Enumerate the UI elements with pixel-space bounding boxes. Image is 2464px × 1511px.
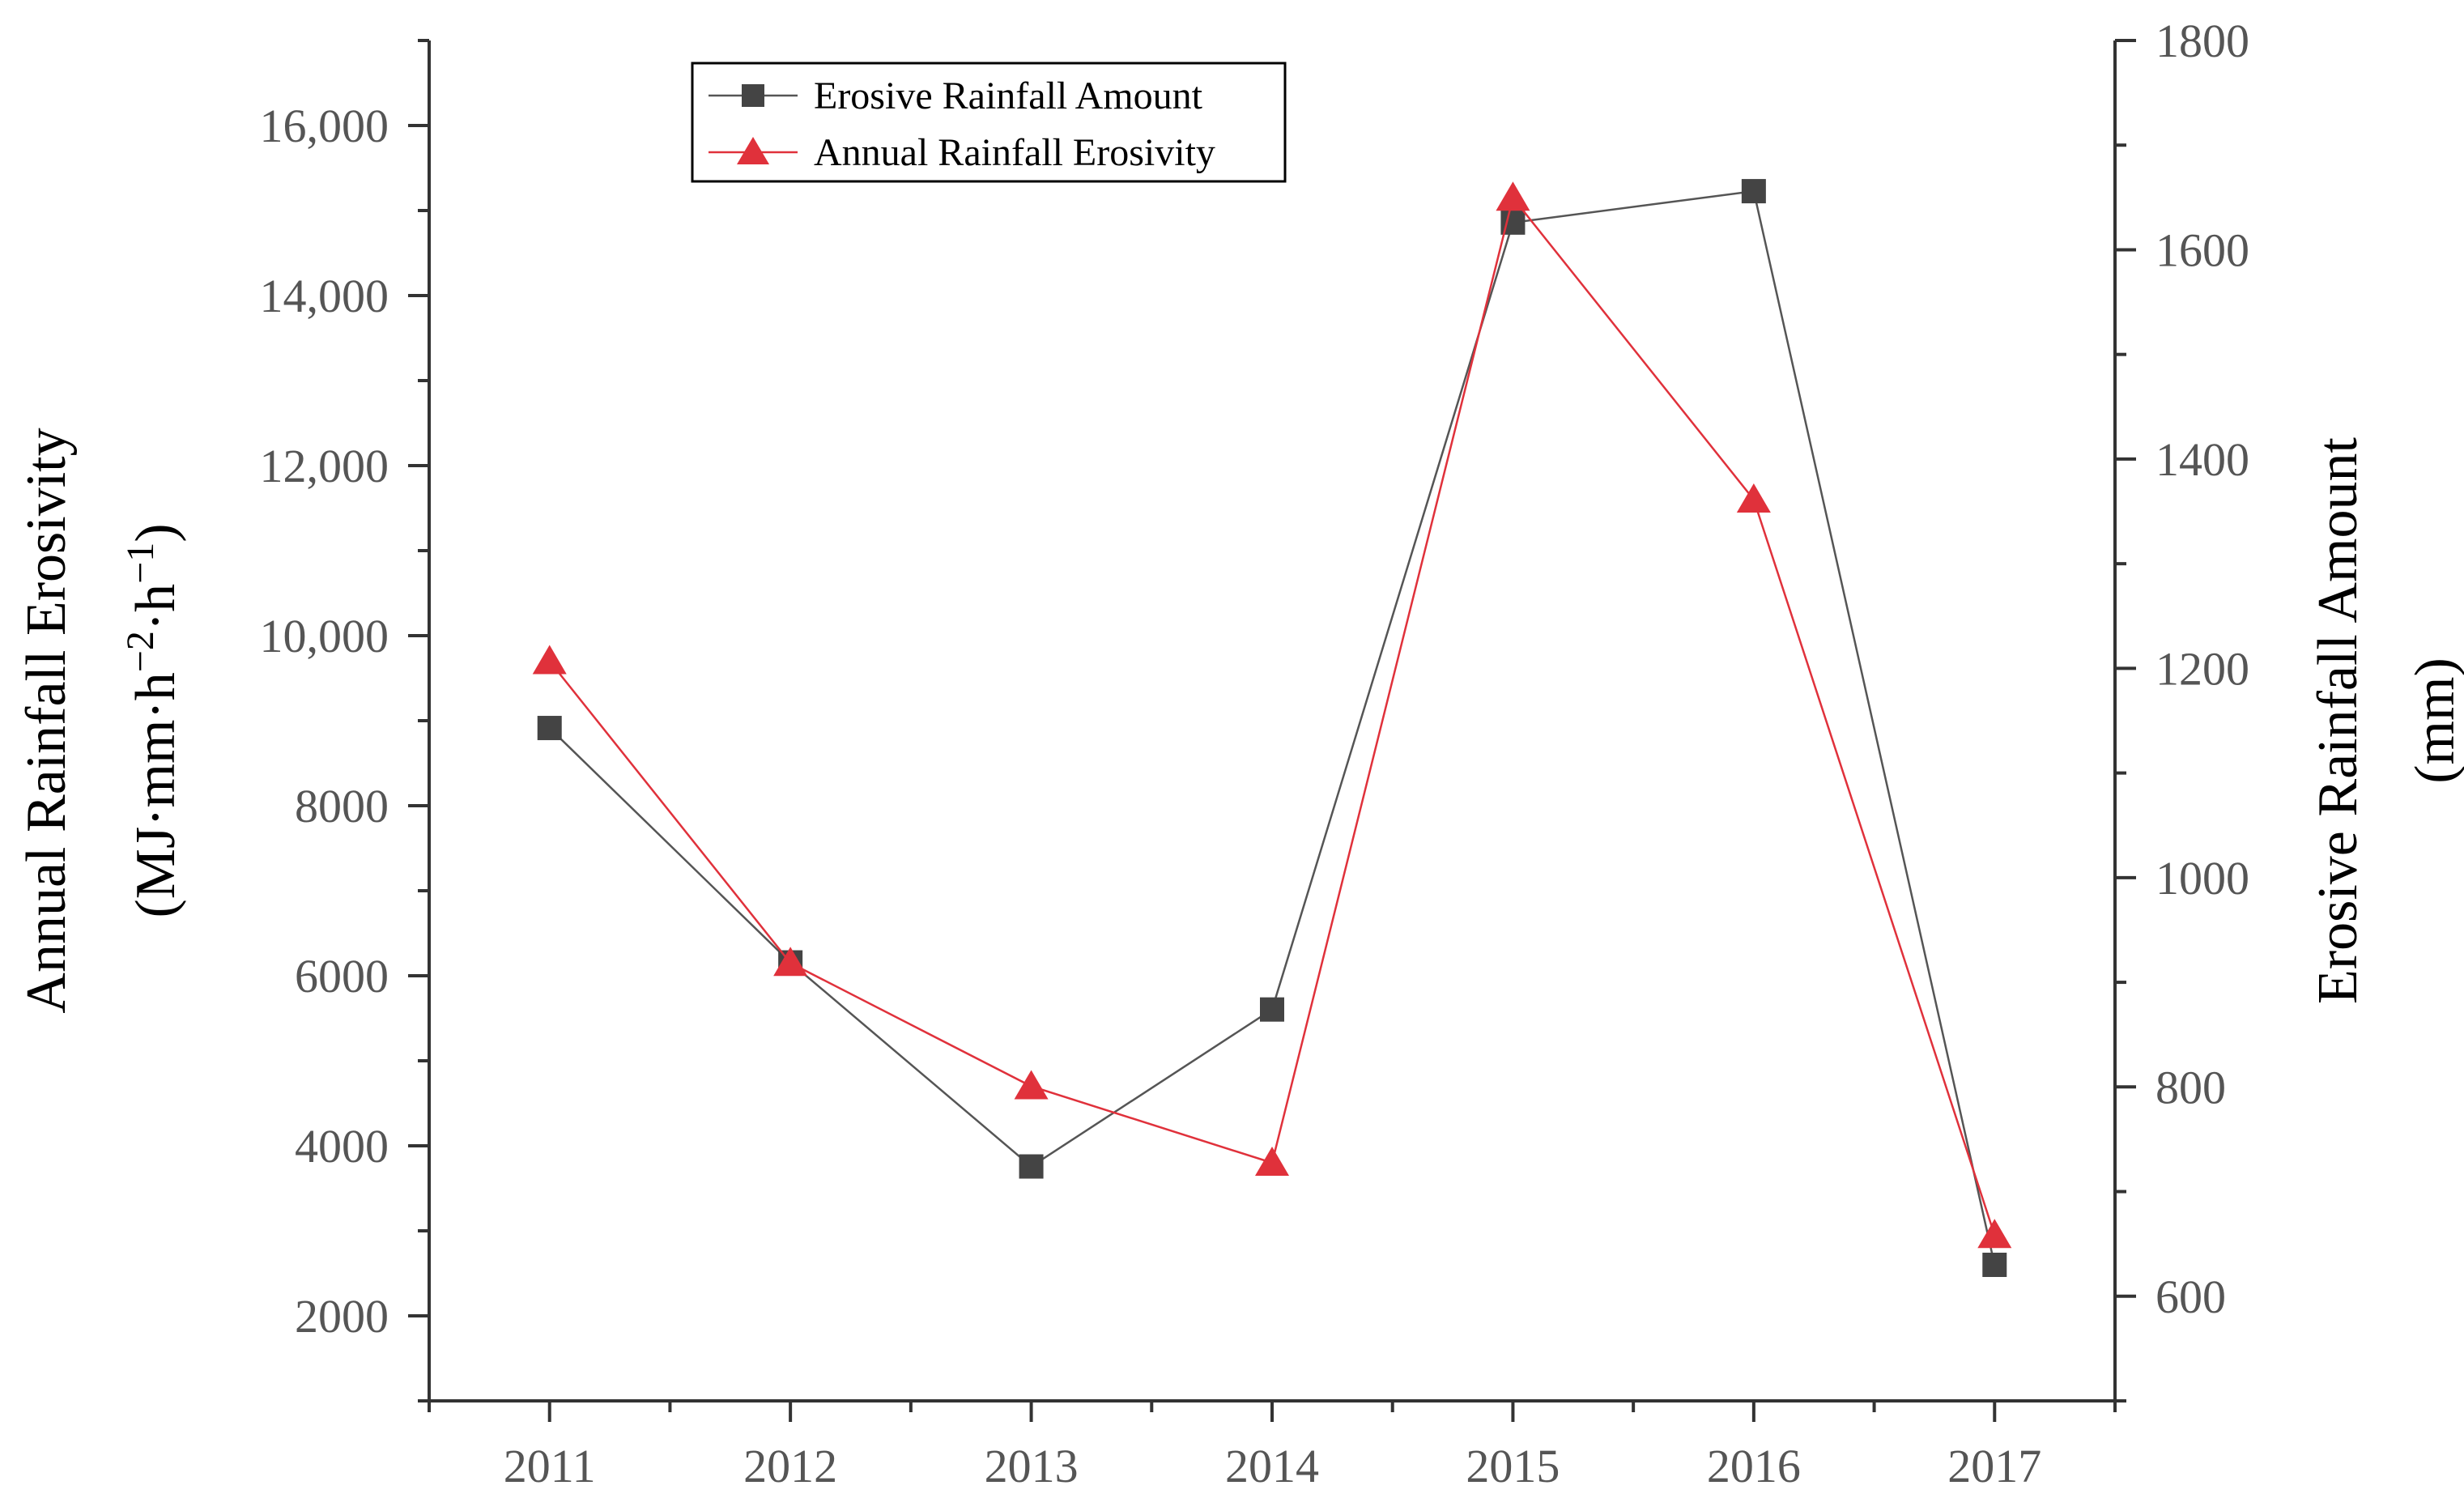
unit-text: (MJ·mm·h — [125, 672, 187, 917]
series-line-0 — [548, 189, 1996, 1266]
right-tick-label: 1400 — [2155, 433, 2249, 486]
data-point-triangle-2013 — [1014, 1070, 1049, 1100]
data-point-square-2016 — [1741, 179, 1766, 204]
unit-text: ) — [125, 523, 187, 542]
data-point-square-2014 — [1260, 997, 1284, 1022]
right-tick-label: 1600 — [2155, 223, 2249, 276]
left-tick-label: 4000 — [295, 1120, 389, 1173]
data-point-square-2011 — [537, 716, 562, 741]
left-tick-label: 14,000 — [260, 270, 389, 322]
legend-label-1: Annual Rainfall Erosivity — [814, 131, 1215, 174]
right-tick-label: 1000 — [2155, 852, 2249, 904]
legend-marker-square — [742, 84, 764, 107]
data-point-triangle-2011 — [532, 645, 567, 675]
left-tick-label: 6000 — [295, 950, 389, 1002]
unit-superscript: −2 — [119, 631, 162, 672]
right-axis-unit: (mm) — [2404, 658, 2464, 784]
left-tick-label: 8000 — [295, 780, 389, 832]
right-tick-label: 1200 — [2155, 642, 2249, 695]
legend-marker-triangle — [737, 137, 769, 164]
series-line-1 — [548, 195, 1996, 1236]
left-axis-title: Annual Rainfall Erosivity — [15, 428, 78, 1013]
data-point-triangle-2012 — [773, 947, 808, 977]
x-tick-label: 2012 — [743, 1440, 837, 1492]
right-tick-label: 1800 — [2155, 15, 2249, 67]
x-tick-label: 2017 — [1947, 1440, 2041, 1492]
unit-superscript: −1 — [119, 543, 162, 584]
data-point-triangle-2016 — [1736, 483, 1771, 513]
right-axis-title: Erosive Rainfall Amount — [2307, 437, 2369, 1004]
x-tick-label: 2015 — [1466, 1440, 1560, 1492]
legend-label-0: Erosive Rainfall Amount — [814, 74, 1203, 117]
data-point-square-2013 — [1019, 1154, 1044, 1179]
data-point-triangle-2014 — [1255, 1147, 1289, 1176]
left-tick-label: 10,000 — [260, 610, 389, 662]
data-point-triangle-2017 — [1977, 1219, 2012, 1249]
data-point-square-2017 — [1982, 1253, 2007, 1277]
left-tick-label: 16,000 — [260, 100, 389, 152]
unit-text: ·h — [125, 584, 187, 631]
right-tick-label: 600 — [2155, 1271, 2226, 1323]
left-tick-label: 2000 — [295, 1290, 389, 1343]
legend-box — [691, 62, 1287, 183]
left-axis-unit: (MJ·mm·h−2·h−1) — [119, 523, 187, 917]
data-point-triangle-2015 — [1496, 181, 1530, 211]
left-tick-label: 12,000 — [260, 440, 389, 492]
x-tick-label: 2014 — [1225, 1440, 1319, 1492]
right-tick-label: 800 — [2155, 1061, 2226, 1113]
x-tick-label: 2016 — [1707, 1440, 1801, 1492]
x-tick-label: 2013 — [985, 1440, 1079, 1492]
x-tick-label: 2011 — [504, 1440, 596, 1492]
